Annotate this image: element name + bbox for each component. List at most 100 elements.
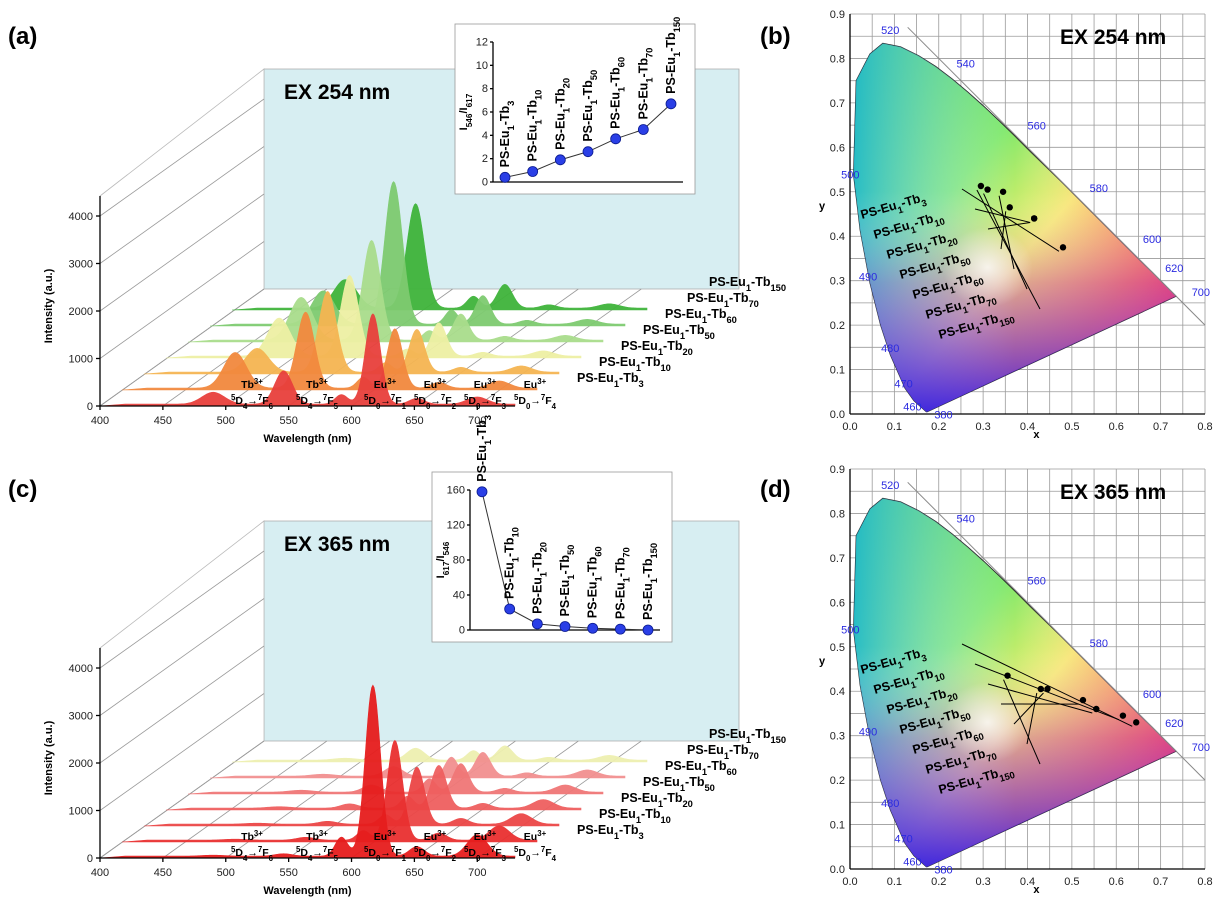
ion-part: Tb [306, 831, 319, 843]
label-part: -Tb [899, 191, 922, 210]
trans-part: 7 [258, 845, 263, 854]
label-subscript: 1 [936, 720, 944, 731]
x-tick-label: 550 [279, 867, 297, 879]
transition-label: 5D4→7F6 [231, 393, 274, 411]
inset-y-tick-label: 10 [476, 60, 488, 72]
cie-x-tick-label: 0.0 [842, 421, 857, 433]
cie-y-tick-label: 0.4 [830, 686, 845, 698]
label-subscript: 1 [672, 52, 682, 57]
label-subscript: 60 [594, 546, 604, 556]
spectrum-PS-Eu1-Tb3 [99, 684, 516, 859]
trans-part: 7 [491, 393, 496, 402]
label-subscript: 150 [770, 735, 786, 745]
side-grid-line [99, 146, 265, 264]
trans-part: 4 [552, 854, 557, 863]
label-part: -Tb [619, 823, 639, 837]
inset-point [587, 622, 599, 634]
label-subscript: 10 [933, 671, 946, 683]
trans-part: → [480, 847, 491, 859]
trans-part: 0 [376, 402, 381, 411]
label-subscript: 1 [644, 77, 654, 82]
cie-x-tick-label: 0.3 [975, 876, 990, 888]
transition-label: 5D4→7F5 [296, 393, 339, 411]
trans-part: F [327, 847, 334, 859]
trans-part: 5 [364, 393, 369, 402]
label-part: -Tb [586, 556, 600, 576]
label-part: PS-Eu [709, 275, 746, 289]
floor-grid-line [99, 740, 265, 859]
ion-label: Eu3+ [524, 829, 547, 844]
wavelength-label: 620 [1165, 263, 1183, 275]
inset-y-tick-label: 40 [453, 590, 465, 602]
cie-x-tick-label: 0.5 [1064, 876, 1079, 888]
wavelength-label: 700 [1192, 287, 1210, 299]
trans-part: 5 [296, 393, 301, 402]
trans-part: 7 [323, 393, 328, 402]
label-part: -Tb [899, 646, 922, 665]
cie-white-point [942, 682, 1033, 763]
label-subscript: 150 [672, 17, 682, 33]
label-subscript: 1 [594, 576, 604, 581]
y-tick-label: 4000 [69, 663, 93, 675]
cie-x-tick-label: 0.1 [887, 421, 902, 433]
inset-category-label: PS-Eu1-Tb60 [609, 57, 627, 129]
transition-label: 5D0→7F2 [414, 845, 457, 863]
trans-part: 0 [526, 854, 531, 863]
label-subscript: 1 [566, 574, 576, 579]
cie-y-tick-label: 0.2 [830, 775, 845, 787]
series-label: PS-Eu1-Tb10 [599, 355, 671, 373]
cie-locus-blue [853, 43, 1177, 412]
y-tick-label: 1000 [69, 354, 93, 366]
cie-x-tick-label: 0.4 [1020, 876, 1035, 888]
inset-category-label: PS-Eu1-Tb10 [526, 90, 544, 162]
y-tick-label: 2000 [69, 306, 93, 318]
trans-part: 2 [452, 402, 457, 411]
label-part: -Tb [964, 746, 987, 765]
trans-part: 7 [391, 393, 396, 402]
series-label: PS-Eu1-Tb50 [643, 323, 715, 341]
label-part: PS-Eu [665, 759, 702, 773]
ion-charge: 3+ [387, 377, 396, 386]
trans-part: → [380, 395, 391, 407]
panel-label-d: (d) [760, 476, 791, 503]
inset-category-label: PS-Eu1-Tb3 [475, 415, 493, 482]
trans-part: D [300, 847, 308, 859]
x-tick-label: 500 [217, 867, 235, 879]
x-tick-label: 500 [217, 415, 235, 427]
transition-label: 5D4→7F6 [231, 845, 274, 863]
ion-label: Eu3+ [424, 377, 447, 392]
label-subscript: 150 [770, 283, 786, 293]
label-part: -Tb [751, 275, 771, 289]
inset-category-label: PS-Eu1-Tb70 [636, 48, 654, 120]
cie-leader-line [983, 193, 1028, 290]
series-label: PS-Eu1-Tb60 [665, 307, 737, 325]
y-tick-label: 3000 [69, 259, 93, 271]
inset-y-axis-label: I546/I617 [458, 93, 474, 130]
trans-part: F [545, 847, 552, 859]
label-part: -Tb [636, 58, 650, 78]
inset-y-tick-label: 4 [482, 130, 488, 142]
label-part: -Tb [977, 766, 1000, 785]
cie-leader-line [1013, 692, 1044, 725]
label-part: PS-Eu [553, 113, 567, 150]
label-subscript: 60 [617, 57, 627, 67]
trans-part: D [468, 395, 476, 407]
inset-point [614, 623, 626, 635]
inset-y-tick-label: 0 [482, 177, 488, 189]
wavelength-label: 500 [841, 624, 859, 636]
cie-point [1059, 244, 1067, 251]
side-grid-line [99, 598, 265, 716]
trans-part: → [430, 847, 441, 859]
cie-leader-line [1000, 211, 1007, 250]
cie-point [984, 186, 991, 193]
trans-part: F [327, 395, 334, 407]
panel-label-b: (b) [760, 23, 791, 50]
cie-y-tick-label: 0.0 [830, 864, 845, 876]
inset-category-label: PS-Eu1-Tb50 [558, 545, 576, 617]
label-subscript: 1 [658, 347, 663, 357]
label-part: PS-Eu [636, 83, 650, 120]
label-subscript: 1 [649, 578, 659, 583]
label-subscript: 50 [566, 545, 576, 555]
transition-label: 5D0→7F3 [464, 845, 507, 863]
